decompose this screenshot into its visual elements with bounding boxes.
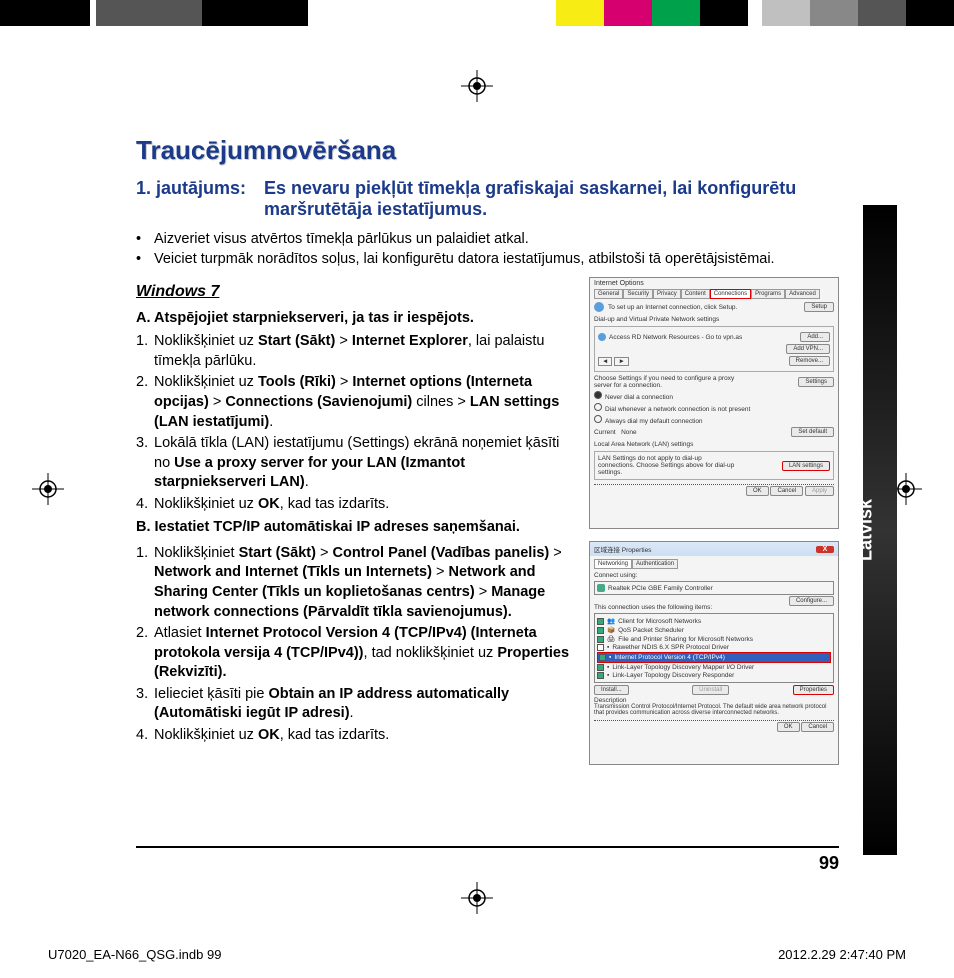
net-item-icon: ▪ <box>607 644 609 651</box>
step-text: Ielieciet ķāsīti pie Obtain an IP addres… <box>154 685 579 724</box>
language-side-tab: Latvisk <box>863 205 897 855</box>
registration-mark-icon <box>32 473 64 505</box>
dialog-tabs: General Security Privacy Content Connect… <box>594 289 834 299</box>
bullet-text: Aizveriet visus atvērtos tīmekļa pārlūku… <box>154 230 839 250</box>
question-text: Es nevaru piekļūt tīmekļa grafiskajai sa… <box>264 178 839 220</box>
page-number: 99 <box>819 853 839 874</box>
net-item-icon: 🖨 <box>607 635 615 643</box>
step-text: Noklikšķiniet uz Tools (Rīki) > Internet… <box>154 373 579 432</box>
side-tab-label: Latvisk <box>855 499 876 561</box>
registration-mark-icon <box>461 882 493 914</box>
list-item[interactable]: Rawether NDIS 6.X SPR Protocol Driver <box>612 644 729 651</box>
close-icon[interactable]: X <box>816 546 834 553</box>
uninstall-button[interactable]: Uninstall <box>692 685 729 695</box>
page-title: Traucējumnovēršana <box>136 135 839 166</box>
section-b-heading: B. Iestatiet TCP/IP automātiskai IP adre… <box>136 518 579 538</box>
print-footer: U7020_EA-N66_QSG.indb 99 2012.2.29 2:47:… <box>48 947 906 962</box>
connection-properties-dialog: 区域连接 Properties X NetworkingAuthenticatio… <box>589 541 839 765</box>
internet-options-dialog: Internet Options General Security Privac… <box>589 277 839 529</box>
page-rule <box>136 846 839 848</box>
list-item[interactable]: Client for Microsoft Networks <box>618 618 701 625</box>
list-item[interactable]: File and Printer Sharing for Microsoft N… <box>618 636 753 643</box>
list-item-selected[interactable]: Internet Protocol Version 4 (TCP/IPv4) <box>614 654 725 661</box>
globe-icon <box>594 302 604 312</box>
step-text: Noklikšķiniet Start (Sākt) > Control Pan… <box>154 544 579 622</box>
set-default-button[interactable]: Set default <box>791 427 834 437</box>
net-item-icon: ▪ <box>607 664 609 671</box>
question-heading: 1. jautājums: Es nevaru piekļūt tīmekļa … <box>136 178 839 220</box>
list-item[interactable]: QoS Packet Scheduler <box>618 627 684 634</box>
tab[interactable]: Content <box>681 289 710 299</box>
tab[interactable]: Privacy <box>653 289 681 299</box>
step-text: Noklikšķiniet uz OK, kad tas izdarīts. <box>154 726 579 746</box>
section-a-heading: A. Atspējojiet starpniekserveri, ja tas … <box>136 309 579 329</box>
connection-icon <box>598 333 606 341</box>
configure-button[interactable]: Configure... <box>789 596 834 606</box>
print-color-bar <box>0 0 954 26</box>
setup-button[interactable]: Setup <box>804 302 834 312</box>
list-item[interactable]: Link-Layer Topology Discovery Mapper I/O… <box>612 664 754 671</box>
question-label: 1. jautājums: <box>136 178 264 220</box>
step-text: Atlasiet Internet Protocol Version 4 (TC… <box>154 624 579 683</box>
cancel-button[interactable]: Cancel <box>801 722 834 732</box>
tab-authentication[interactable]: Authentication <box>632 559 678 569</box>
radio-never-dial[interactable]: Never dial a connection <box>605 394 673 401</box>
ok-button[interactable]: OK <box>746 486 769 496</box>
lan-settings-button[interactable]: LAN settings <box>782 461 830 471</box>
tab[interactable]: Security <box>623 289 653 299</box>
footer-right: 2012.2.29 2:47:40 PM <box>778 947 906 962</box>
intro-bullets: •Aizveriet visus atvērtos tīmekļa pārlūk… <box>136 230 839 269</box>
properties-button[interactable]: Properties <box>793 685 834 695</box>
cancel-button[interactable]: Cancel <box>770 486 803 496</box>
net-item-icon: 📦 <box>607 626 615 634</box>
tab[interactable]: General <box>594 289 623 299</box>
footer-left: U7020_EA-N66_QSG.indb 99 <box>48 947 221 962</box>
step-text: Noklikšķiniet uz Start (Sākt) > Internet… <box>154 332 579 371</box>
list-item[interactable]: Link-Layer Topology Discovery Responder <box>612 672 734 679</box>
os-heading: Windows 7 <box>136 281 579 303</box>
page-content: Traucējumnovēršana 1. jautājums: Es neva… <box>136 135 839 878</box>
net-item-icon: ▪ <box>609 654 611 661</box>
add-button[interactable]: Add... <box>800 332 830 342</box>
adapter-icon <box>597 584 605 592</box>
install-button[interactable]: Install... <box>594 685 629 695</box>
net-item-icon: ▪ <box>607 672 609 679</box>
add-vpn-button[interactable]: Add VPN... <box>786 344 830 354</box>
apply-button[interactable]: Apply <box>805 486 834 496</box>
registration-mark-icon <box>461 70 493 102</box>
net-item-icon: 👥 <box>607 617 615 625</box>
bullet-text: Veiciet turpmāk norādītos soļus, lai kon… <box>154 250 839 270</box>
tab-networking[interactable]: Networking <box>594 559 632 569</box>
step-text: Noklikšķiniet uz OK, kad tas izdarīts. <box>154 495 579 515</box>
ok-button[interactable]: OK <box>777 722 800 732</box>
step-text: Lokālā tīkla (LAN) iestatījumu (Settings… <box>154 434 579 493</box>
tab-connections[interactable]: Connections <box>710 289 751 299</box>
dialog-title: 区域连接 Properties <box>594 544 651 554</box>
settings-button[interactable]: Settings <box>798 377 834 387</box>
radio-dial-no-net[interactable]: Dial whenever a network connection is no… <box>605 406 750 413</box>
remove-button[interactable]: Remove... <box>789 356 830 366</box>
tab[interactable]: Advanced <box>785 289 820 299</box>
tab[interactable]: Programs <box>751 289 785 299</box>
radio-always-dial[interactable]: Always dial my default connection <box>605 418 703 425</box>
